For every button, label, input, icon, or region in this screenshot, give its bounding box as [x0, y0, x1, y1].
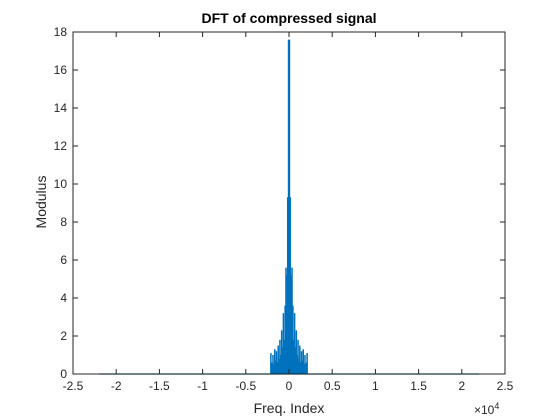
y-tick-label: 4 [60, 291, 67, 305]
x-tick-label: 2.5 [497, 379, 514, 393]
y-tick-label: 8 [60, 215, 67, 229]
x-tick-label: -2 [111, 379, 122, 393]
y-tick-label: 12 [54, 139, 68, 153]
y-tick-label: 16 [54, 63, 68, 77]
x-axis-exponent-power: 4 [494, 401, 499, 411]
plot-area [98, 39, 480, 375]
y-tick-label: 10 [54, 177, 68, 191]
x-axis-exponent: ×104 [474, 401, 499, 417]
axes: -2.5 -2 -1.5 -1 -0.5 0 0.5 1 1.5 2 2.5 0 2 4 6 8 10 12 14 1… [54, 25, 514, 393]
x-axis-exponent-base: ×10 [474, 403, 495, 417]
x-tick-label: 1 [372, 379, 379, 393]
y-tick-label: 2 [60, 329, 67, 343]
x-tick-label: -1 [197, 379, 208, 393]
y-tick-label: 0 [60, 367, 67, 381]
y-axis-label: Modulus [33, 176, 49, 229]
y-tick-label: 6 [60, 253, 67, 267]
x-tick-label: 2 [458, 379, 465, 393]
x-tick-label: 1.5 [410, 379, 427, 393]
y-tick-label: 14 [54, 101, 68, 115]
x-axis-label: Freq. Index [254, 400, 325, 416]
x-tick-label: -2.5 [63, 379, 84, 393]
y-tick-label: 18 [54, 25, 68, 39]
chart-title: DFT of compressed signal [201, 10, 376, 26]
x-tick-label: -0.5 [235, 379, 256, 393]
x-tick-label: 0 [286, 379, 293, 393]
x-tick-label: 0.5 [324, 379, 341, 393]
x-tick-label: -1.5 [149, 379, 170, 393]
